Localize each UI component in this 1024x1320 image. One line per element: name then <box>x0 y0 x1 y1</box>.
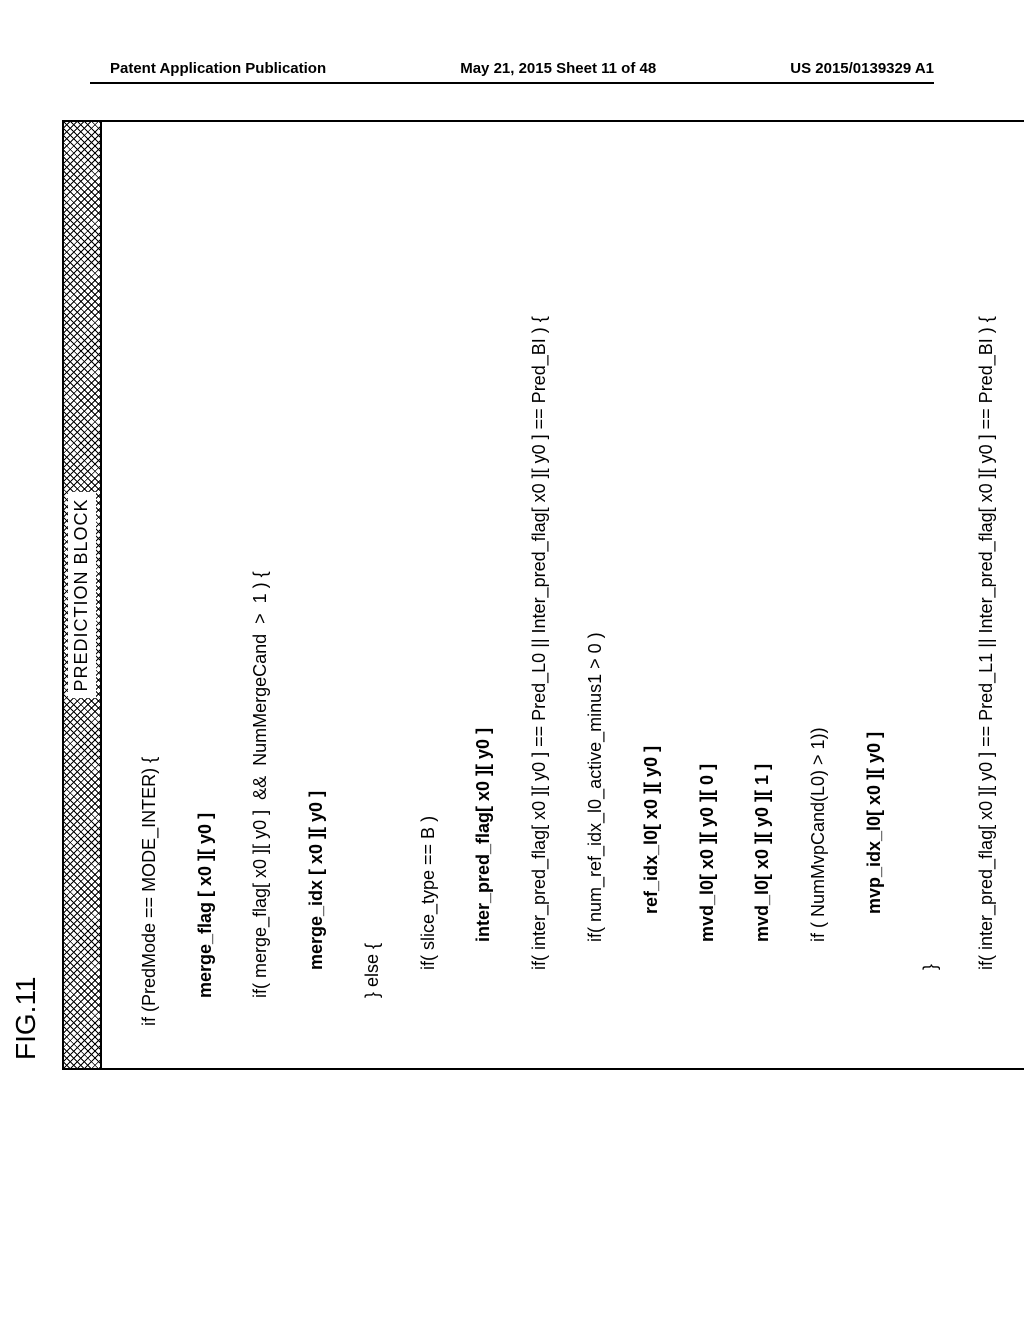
code-line: mvd_l0[ x0 ][ y0 ][ 1 ] <box>749 136 777 1054</box>
code-line: inter_pred_flag[ x0 ][ y0 ] <box>470 136 498 1054</box>
code-line: ref_idx_l0[ x0 ][ y0 ] <box>638 136 666 1054</box>
title-text: PREDICTION BLOCK <box>68 492 96 697</box>
code-line: if( inter_pred_flag[ x0 ][ y0 ] == Pred_… <box>973 136 1001 1054</box>
header-right: US 2015/0139329 A1 <box>790 60 934 77</box>
page-header: Patent Application Publication May 21, 2… <box>0 60 1024 77</box>
header-rule <box>90 82 934 84</box>
code-line: } <box>917 136 945 1054</box>
header-left: Patent Application Publication <box>110 60 326 77</box>
code-box: PREDICTION BLOCK if (PredMode == MODE_IN… <box>62 120 1024 1070</box>
code-line: mvd_l0[ x0 ][ y0 ][ 0 ] <box>694 136 722 1054</box>
code-line: if( merge_flag[ x0 ][ y0 ] && NumMergeCa… <box>247 136 275 1054</box>
figure-label: FIG.11 <box>10 290 42 1060</box>
figure-area: FIG.11 PREDICTION BLOCK if (PredMode == … <box>10 290 1010 1070</box>
header-center: May 21, 2015 Sheet 11 of 48 <box>460 60 656 77</box>
code-line: if ( NumMvpCand(L0) > 1)) <box>805 136 833 1054</box>
code-line: } else { <box>359 136 387 1054</box>
code-line: merge_flag [ x0 ][ y0 ] <box>192 136 220 1054</box>
code-line: if( inter_pred_flag[ x0 ][ y0 ] == Pred_… <box>526 136 554 1054</box>
code-line: if (PredMode == MODE_INTER) { <box>136 136 164 1054</box>
code-body: if (PredMode == MODE_INTER) { merge_flag… <box>102 122 1024 1068</box>
code-line: if( slice_type == B ) <box>415 136 443 1054</box>
code-line: merge_idx [ x0 ][ y0 ] <box>303 136 331 1054</box>
code-line: mvp_idx_l0[ x0 ][ y0 ] <box>861 136 889 1054</box>
title-bar: PREDICTION BLOCK <box>64 122 102 1068</box>
code-line: if( num_ref_idx_l0_active_minus1 > 0 ) <box>582 136 610 1054</box>
